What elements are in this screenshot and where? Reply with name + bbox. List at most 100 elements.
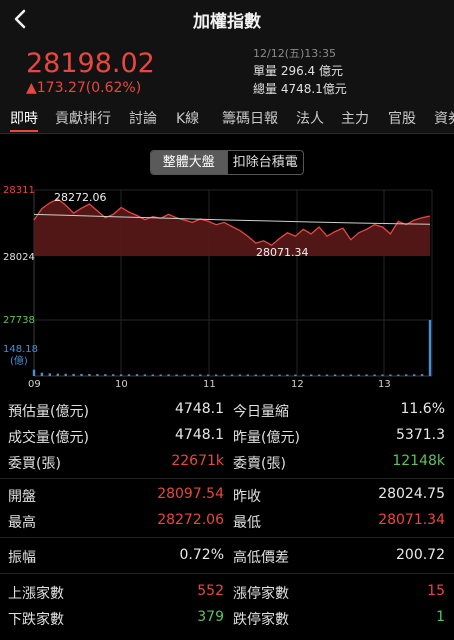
high-label: 最高 xyxy=(8,515,36,531)
x-tick-label: 12 xyxy=(291,379,304,390)
volume-bar xyxy=(349,374,352,376)
y-label-volume-level: 148.18 xyxy=(3,344,38,355)
tab-chip-report[interactable]: 籌碼日報 xyxy=(222,111,278,127)
volume-bar xyxy=(135,374,139,376)
volume-bar xyxy=(207,374,210,376)
y-label-volume-max: 27738 xyxy=(3,315,35,326)
segment-whole-market[interactable]: 整體大盤 xyxy=(151,151,227,174)
back-arrow-icon[interactable] xyxy=(10,8,32,30)
segment-control: 整體大盤 扣除台積電 xyxy=(150,150,304,175)
est-volume-value: 4748.1 xyxy=(175,401,224,417)
volume-bar xyxy=(294,374,297,376)
volume-bar xyxy=(381,374,384,376)
volume-bar xyxy=(286,374,289,376)
tab-contribution[interactable]: 貢獻排行 xyxy=(55,111,111,127)
volume-bar xyxy=(215,374,218,376)
tab-kline[interactable]: K線 xyxy=(176,111,200,127)
volume-bar xyxy=(428,320,432,376)
volume-bar xyxy=(405,374,408,376)
volume-bar xyxy=(310,374,313,376)
divider xyxy=(0,573,454,574)
volume-bar xyxy=(191,374,194,376)
volume-bar xyxy=(127,374,131,376)
prev-close-label: 昨收 xyxy=(233,489,261,505)
volume-bar xyxy=(262,374,265,376)
x-tick-label: 13 xyxy=(378,379,391,390)
yest-volume-value: 5371.3 xyxy=(396,427,445,443)
ask-label: 委賣(張) xyxy=(233,456,286,472)
max-price-annotation: 28272.06 xyxy=(54,191,107,204)
tab-institutional[interactable]: 法人 xyxy=(296,111,324,127)
est-volume-label: 預估量(億元) xyxy=(8,404,89,420)
x-tick-label: 09 xyxy=(28,379,41,390)
intraday-chart[interactable]: 28311 28024 27738 148.18 (億) 28272.06 28… xyxy=(0,180,454,390)
low-label: 最低 xyxy=(233,515,261,531)
open-label: 開盤 xyxy=(8,489,36,505)
page-title: 加權指數 xyxy=(193,12,261,32)
range-value: 200.72 xyxy=(396,547,445,563)
bid-value: 22671k xyxy=(171,453,224,469)
down-count-label: 下跌家數 xyxy=(8,612,64,628)
y-label-prev-close: 28024 xyxy=(3,252,35,263)
app-header: 加權指數 xyxy=(0,0,454,40)
price-line xyxy=(33,198,431,246)
stats-row-down: 下跌家數 379 跌停家數 1 xyxy=(0,605,454,631)
tab-gov-fund[interactable]: 官股 xyxy=(388,111,416,127)
volume-bar xyxy=(302,374,305,376)
ask-value: 12148k xyxy=(392,453,445,469)
volume-bar xyxy=(230,374,234,376)
volume-bar xyxy=(80,373,83,376)
volume-bar xyxy=(270,374,273,376)
range-label: 高低價差 xyxy=(233,550,289,566)
tab-discussion[interactable]: 討論 xyxy=(129,111,157,127)
volume-bar xyxy=(104,374,107,376)
single-volume: 單量 296.4 億元 xyxy=(253,64,343,78)
volume-bar xyxy=(420,374,424,376)
index-price: 28198.02 xyxy=(26,48,155,79)
stats-row-high-low: 最高 28272.06 最低 28071.34 xyxy=(0,508,454,534)
min-price-annotation: 28071.34 xyxy=(256,246,309,259)
volume-bar xyxy=(199,374,202,376)
volume-bar xyxy=(278,374,281,376)
volume-bar xyxy=(151,374,154,376)
volume-bar xyxy=(119,374,123,376)
volume-bar xyxy=(40,372,44,376)
limit-up-label: 漲停家數 xyxy=(233,586,289,602)
volume-bar xyxy=(88,374,91,376)
volume-bar xyxy=(246,374,249,376)
volume-bar xyxy=(238,374,242,376)
stats-row-turnover: 成交量(億元) 4748.1 昨量(億元) 5371.3 xyxy=(0,423,454,449)
volume-bars xyxy=(32,320,432,376)
shrink-label: 今日量縮 xyxy=(233,404,289,420)
low-value: 28071.34 xyxy=(378,512,445,528)
tab-realtime[interactable]: 即時 xyxy=(10,111,38,127)
volume-bar xyxy=(254,374,257,376)
up-count-value: 552 xyxy=(197,583,224,599)
volume-bar xyxy=(373,374,376,376)
prev-close-value: 28024.75 xyxy=(378,486,445,502)
volume-bar xyxy=(222,374,226,376)
quote-datetime: 12/12(五)13:35 xyxy=(253,47,336,60)
volume-bar xyxy=(143,374,147,376)
up-count-label: 上漲家數 xyxy=(8,586,64,602)
x-axis-ticks: 09 10 11 12 13 xyxy=(28,379,391,390)
volume-bar xyxy=(183,374,186,376)
down-count-value: 379 xyxy=(197,609,224,625)
volume-bar xyxy=(56,373,59,376)
volume-bar xyxy=(96,374,99,376)
y-label-volume-unit: (億) xyxy=(10,354,28,367)
limit-up-value: 15 xyxy=(427,583,445,599)
volume-bar xyxy=(159,374,162,376)
total-volume: 總量 4748.1億元 xyxy=(253,82,347,96)
shrink-value: 11.6% xyxy=(400,401,445,417)
volume-bar xyxy=(167,374,170,376)
volume-bar xyxy=(365,374,368,376)
limit-down-label: 跌停家數 xyxy=(233,612,289,628)
tab-margin[interactable]: 資券 xyxy=(434,111,454,127)
stats-row-up: 上漲家數 552 漲停家數 15 xyxy=(0,579,454,605)
volume-bar xyxy=(389,374,392,376)
open-value: 28097.54 xyxy=(157,486,224,502)
tab-major[interactable]: 主力 xyxy=(341,111,369,127)
volume-bar xyxy=(333,374,337,376)
segment-excl-tsmc[interactable]: 扣除台積電 xyxy=(226,151,304,174)
